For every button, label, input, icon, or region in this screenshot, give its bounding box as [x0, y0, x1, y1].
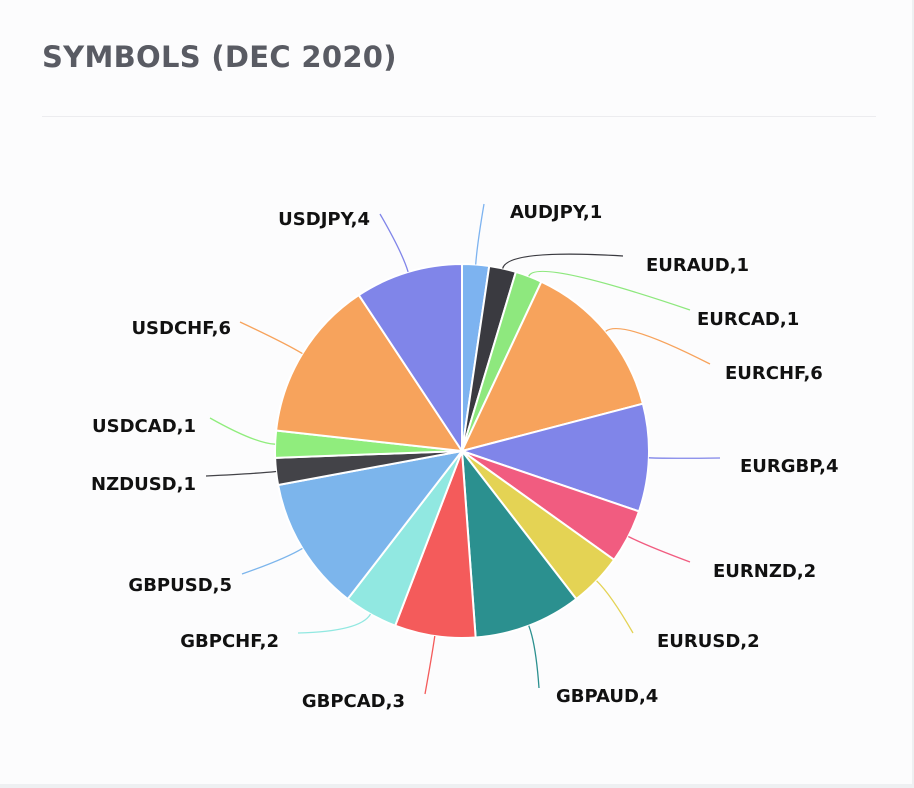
data-label-eurgbp: EURGBP,4 [740, 456, 839, 477]
leader-line-eurusd [596, 580, 634, 634]
pie-leader-lines [205, 203, 721, 695]
title-divider [42, 116, 876, 117]
leader-line-gbpchf [297, 613, 372, 634]
pie-data-labels: AUDJPY,1 EURAUD,1 EURCAD,1 EURCHF,6 EURGBP,4… [91, 202, 838, 712]
data-label-gbpusd: GBPUSD,5 [128, 575, 232, 596]
data-label-nzdusd: NZDUSD,1 [91, 474, 196, 495]
leader-line-eurnzd [628, 535, 691, 563]
leader-line-audjpy [475, 203, 485, 265]
data-label-usdchf: USDCHF,6 [131, 318, 231, 339]
chart-title: SYMBOLS (DEC 2020) [42, 40, 397, 74]
leader-line-usdchf [239, 321, 303, 355]
pie-slice-gbpaud[interactable] [461, 450, 578, 639]
pie-slice-eurchf[interactable] [461, 280, 644, 452]
pie-slice-usdjpy[interactable] [357, 263, 463, 452]
pie-slice-eurgbp[interactable] [461, 402, 650, 513]
leader-line-eurchf [605, 328, 711, 365]
pie-slices [273, 262, 650, 639]
data-label-usdjpy: USDJPY,4 [278, 209, 370, 230]
leader-line-usdcad [209, 417, 276, 445]
data-label-eurchf: EURCHF,6 [725, 363, 823, 384]
data-label-eurnzd: EURNZD,2 [713, 561, 816, 582]
leader-line-gbpaud [528, 625, 540, 689]
leader-line-usdjpy [379, 213, 409, 273]
data-label-eurcad: EURCAD,1 [697, 309, 799, 330]
leader-line-gbpcad [424, 635, 436, 695]
data-label-gbpcad: GBPCAD,3 [302, 691, 405, 712]
data-label-eurusd: EURUSD,2 [657, 631, 760, 652]
leader-line-gbpusd [241, 547, 303, 575]
data-label-gbpaud: GBPAUD,4 [556, 686, 658, 707]
data-label-gbpchf: GBPCHF,2 [180, 631, 279, 652]
leader-line-nzdusd [205, 470, 277, 477]
data-label-audjpy: AUDJPY,1 [510, 202, 602, 223]
leader-line-eurcad [528, 270, 691, 311]
data-label-usdcad: USDCAD,1 [92, 416, 196, 437]
leader-line-euraud [502, 253, 624, 269]
pie-slice-usdchf[interactable] [275, 294, 463, 452]
data-label-euraud: EURAUD,1 [646, 255, 749, 276]
